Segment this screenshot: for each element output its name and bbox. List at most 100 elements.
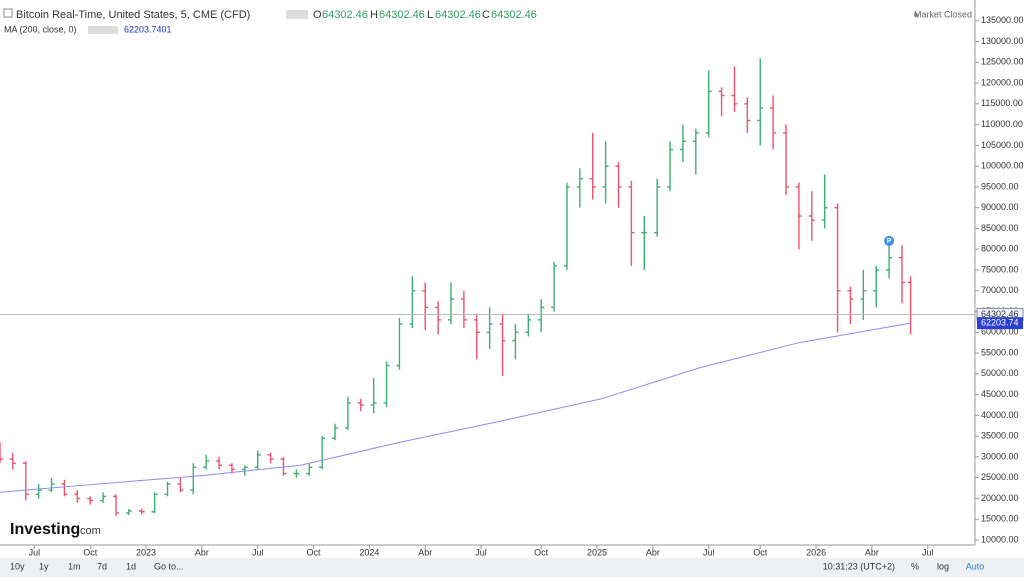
collapse-icon[interactable] (3, 8, 13, 18)
ohlc-bar (344, 396, 351, 430)
y-tick-label: 135000.00 (981, 15, 1024, 25)
ohlc-bar (460, 290, 467, 329)
ohlc-bar (409, 276, 416, 329)
ohlc-bar (821, 174, 828, 229)
x-tick-label: Jul (29, 547, 41, 557)
range-button[interactable]: 10y (10, 561, 25, 571)
log[interactable]: log (937, 561, 949, 571)
x-tick-label: Jul (252, 547, 264, 557)
ma-line (0, 322, 911, 493)
marker[interactable] (884, 235, 895, 246)
open: 64302.46 (322, 9, 368, 21)
y-tick-label: 70000.00 (981, 285, 1019, 295)
y-tick-label: 15000.00 (981, 514, 1019, 524)
status-dot (914, 13, 918, 17)
ohlc-bar (22, 461, 29, 501)
y-tick-label: 45000.00 (981, 389, 1019, 399)
ohlc-bar (100, 492, 107, 503)
y-tick-label: 20000.00 (981, 493, 1019, 503)
x-tick-label: Abr (865, 547, 879, 557)
ohlc-bar (396, 317, 403, 370)
x-tick-label: Jul (703, 547, 715, 557)
ohlc-bar (589, 132, 596, 200)
y-tick-label: 90000.00 (981, 202, 1019, 212)
y-tick-label: 125000.00 (981, 57, 1024, 67)
ohlc-bar (718, 87, 725, 117)
ohlc-bar (241, 465, 248, 476)
ohlc-bar (435, 301, 442, 335)
ma-tag (977, 317, 1023, 330)
y-tick-label: 85000.00 (981, 223, 1019, 233)
ohlc-bar (0, 442, 3, 464)
ohlc-bar (873, 265, 880, 308)
ohlc-bar (847, 286, 854, 325)
range-button[interactable]: Go to... (154, 561, 184, 571)
y-tick-label: 35000.00 (981, 431, 1019, 441)
ohlc-bar (525, 313, 532, 337)
l-label: L (427, 9, 433, 21)
x-tick-label: Abr (195, 547, 209, 557)
ohlc-bar (151, 492, 158, 514)
range-button[interactable]: 7d (97, 561, 107, 571)
ohlc-bar (164, 481, 171, 497)
ohlc-bar (216, 456, 223, 470)
ohlc-bar (332, 423, 339, 441)
ohlc-bar (48, 477, 55, 493)
ohlc-bar (422, 282, 429, 331)
y-tick-label: 95000.00 (981, 181, 1019, 191)
x-tick-label: Oct (534, 547, 549, 557)
x-tick-label: Abr (646, 547, 660, 557)
range-button[interactable]: 1y (39, 561, 49, 571)
auto[interactable]: Auto (966, 561, 985, 571)
marker-label: P (887, 238, 892, 245)
ohlc-bar (138, 508, 145, 515)
icons[interactable] (286, 10, 308, 19)
ohlc-bar (628, 180, 635, 266)
status: Market Closed (914, 9, 972, 19)
o-label: O (313, 9, 322, 21)
ohlc-bar (383, 361, 390, 408)
ohlc-bar (293, 469, 300, 478)
ohlc-bar (254, 450, 261, 470)
y-tick-label: 105000.00 (981, 140, 1024, 150)
y-tick-label: 115000.00 (981, 98, 1023, 108)
ohlc-bar (860, 270, 867, 320)
percent[interactable]: % (911, 561, 919, 571)
ohlc-bar (190, 463, 197, 495)
logo: Investing (10, 521, 80, 538)
ohlc-bar (808, 191, 815, 241)
ohlc-bar (203, 454, 210, 470)
ohlc-bar (319, 436, 326, 470)
ohlc-bar (705, 70, 712, 138)
y-tick-label: 75000.00 (981, 264, 1019, 274)
range-button[interactable]: 1m (68, 561, 81, 571)
y-tick-label: 120000.00 (981, 77, 1024, 87)
ohlc-bar (512, 324, 519, 360)
ohlc-bar (125, 508, 132, 516)
x-tick-label: Jul (922, 547, 934, 557)
ohlc-bar (563, 182, 570, 271)
ohlc-bar (538, 299, 545, 333)
ohlc-bar (499, 313, 506, 376)
ohlc-bar (679, 124, 686, 163)
ohlc-bar (898, 245, 905, 304)
y-tick-label: 60000.00 (981, 327, 1019, 337)
ma-value: 62203.7401 (124, 24, 172, 34)
y-tick-label: 50000.00 (981, 368, 1019, 378)
ohlc-bar (112, 494, 119, 516)
ohlc-bar (667, 141, 674, 192)
x-tick-label: Abr (418, 547, 432, 557)
range-button[interactable]: 1d (126, 561, 136, 571)
ohlc-bar (641, 216, 648, 271)
ohlc-bar (228, 463, 235, 474)
time: 10:31:23 (UTC+2) (823, 561, 895, 571)
last-price-label: 64302.46 (981, 309, 1019, 319)
y-tick-label: 25000.00 (981, 472, 1019, 482)
y-tick-label: 40000.00 (981, 410, 1019, 420)
ohlc-bar (35, 483, 42, 499)
y-tick-label: 30000.00 (981, 451, 1019, 461)
h-label: H (370, 9, 378, 21)
logo-suffix: .com (77, 525, 101, 537)
ma-icons[interactable] (88, 26, 118, 34)
